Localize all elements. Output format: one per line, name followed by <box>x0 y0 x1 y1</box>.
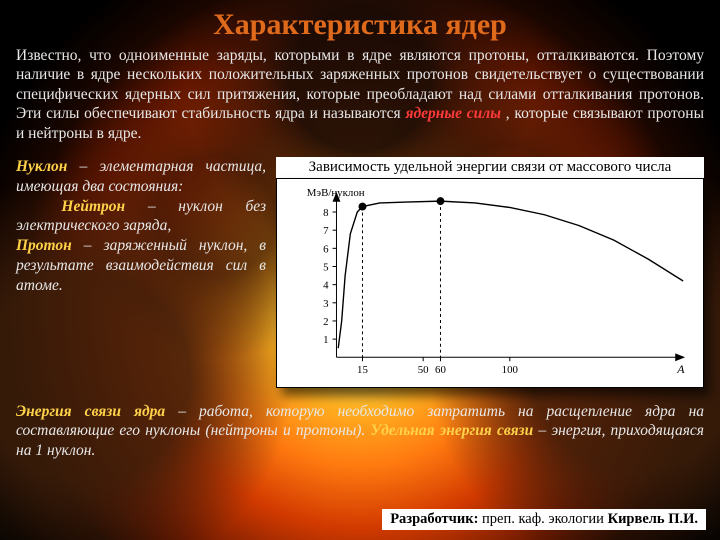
author-box: Разработчик: преп. каф. экологии Кирвель… <box>382 509 706 530</box>
svg-text:15: 15 <box>357 364 368 376</box>
author-name: Кирвель П.И. <box>608 511 698 527</box>
svg-text:МэВ/нуклон: МэВ/нуклон <box>307 187 365 199</box>
author-role: преп. каф. экологии <box>482 511 608 527</box>
slide-root: Характеристика ядер Известно, что одноим… <box>0 0 720 540</box>
intro-emphasis: ядерные силы <box>405 105 501 122</box>
svg-text:2: 2 <box>323 316 328 328</box>
svg-text:A: A <box>676 362 685 376</box>
chart-caption: Зависимость удельной энергии связи от ма… <box>276 157 704 178</box>
chart-panel: Зависимость удельной энергии связи от ма… <box>276 157 704 388</box>
svg-text:1: 1 <box>323 334 328 346</box>
slide-content: Характеристика ядер Известно, что одноим… <box>0 0 720 540</box>
slide-title: Характеристика ядер <box>16 8 704 42</box>
definitions-block: Нуклон – элементарная частица, имеющая д… <box>16 157 266 388</box>
svg-text:3: 3 <box>323 298 329 310</box>
intro-paragraph: Известно, что одноименные заряды, которы… <box>16 46 704 143</box>
svg-text:5: 5 <box>323 261 329 273</box>
energy-paragraph: Энергия связи ядра – работа, которую нео… <box>16 402 704 460</box>
chart-svg: 1 2 3 4 5 6 7 8 15 50 60 100 МэВ/нуклон A <box>277 179 703 387</box>
term-specific-binding-energy: Удельная энергия связи <box>370 422 533 439</box>
author-label: Разработчик: <box>390 511 482 527</box>
term-proton: Протон <box>16 237 72 254</box>
binding-energy-chart: 1 2 3 4 5 6 7 8 15 50 60 100 МэВ/нуклон A <box>276 178 704 388</box>
term-neutron: Нейтрон <box>61 198 125 215</box>
svg-text:6: 6 <box>323 243 329 255</box>
svg-text:60: 60 <box>435 364 446 376</box>
term-binding-energy: Энергия связи ядра <box>16 403 165 420</box>
svg-text:7: 7 <box>323 225 329 237</box>
svg-text:8: 8 <box>323 207 329 219</box>
svg-text:100: 100 <box>502 364 519 376</box>
svg-text:4: 4 <box>323 279 329 291</box>
def-neutron-text: – нуклон без электрического заряда, <box>16 198 266 235</box>
term-nuclon: Нуклон <box>16 158 67 175</box>
svg-text:50: 50 <box>418 364 429 376</box>
